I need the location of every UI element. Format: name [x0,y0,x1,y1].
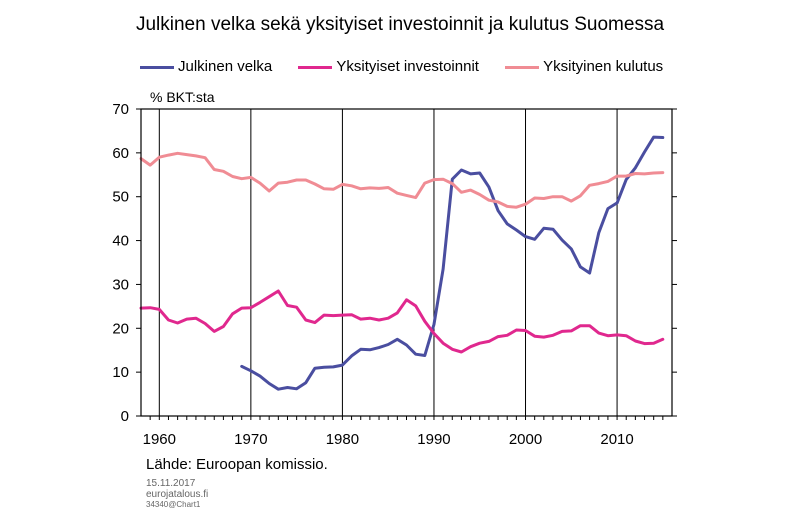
x-tick-label: 2010 [600,431,633,448]
legend-swatch [505,65,540,69]
legend-entry-yksityinen-kulutus: Yksityinen kulutus [505,58,663,75]
legend-swatch [298,65,333,69]
x-tick-label: 1960 [143,431,176,448]
legend-label: Yksityinen kulutus [543,58,664,75]
y-tick-label: 30 [112,276,129,293]
y-tick-label: 70 [112,101,129,118]
series-line-julkinen-velka [240,135,665,391]
legend-swatch [140,65,174,69]
footer-site: eurojatalous.fi [146,489,209,500]
source-note: Lähde: Euroopan komissio. [146,456,328,473]
legend-label: Yksityiset investoinnit [336,58,479,75]
series-line-yksityinen-kulutus [139,151,665,209]
footer-code: 34340@Chart1 [146,500,201,509]
chart-title: Julkinen velka sekä yksityiset investoin… [135,14,665,35]
y-tick-label: 10 [112,364,129,381]
footer-date: 15.11.2017 [146,478,196,489]
x-tick-label: 1970 [234,431,267,448]
legend-label: Julkinen velka [178,58,273,75]
x-tick-label: 2000 [509,431,542,448]
y-tick-label: 60 [112,145,129,162]
y-tick-label: 40 [112,233,129,250]
x-tick-label: 1990 [417,431,450,448]
axis-ticks: 1960 1970 1980 1990 2000 2010 0 10 20 30 40 50 60 70 [112,101,677,448]
series-line-yksityiset-investoinnit [139,289,665,354]
x-tick-label: 1980 [326,431,359,448]
legend: Julkinen velka Yksityiset investoinnit Y… [140,58,685,75]
legend-entry-julkinen-velka: Julkinen velka [140,58,272,75]
y-tick-label: 20 [112,320,129,337]
y-tick-label: 0 [121,408,129,425]
gridlines [158,109,618,416]
y-tick-label: 50 [112,189,129,206]
legend-entry-yksityiset-investoinnit: Yksityiset investoinnit [298,58,479,75]
y-axis-label: % BKT:sta [150,89,215,105]
series-lines [139,135,665,391]
